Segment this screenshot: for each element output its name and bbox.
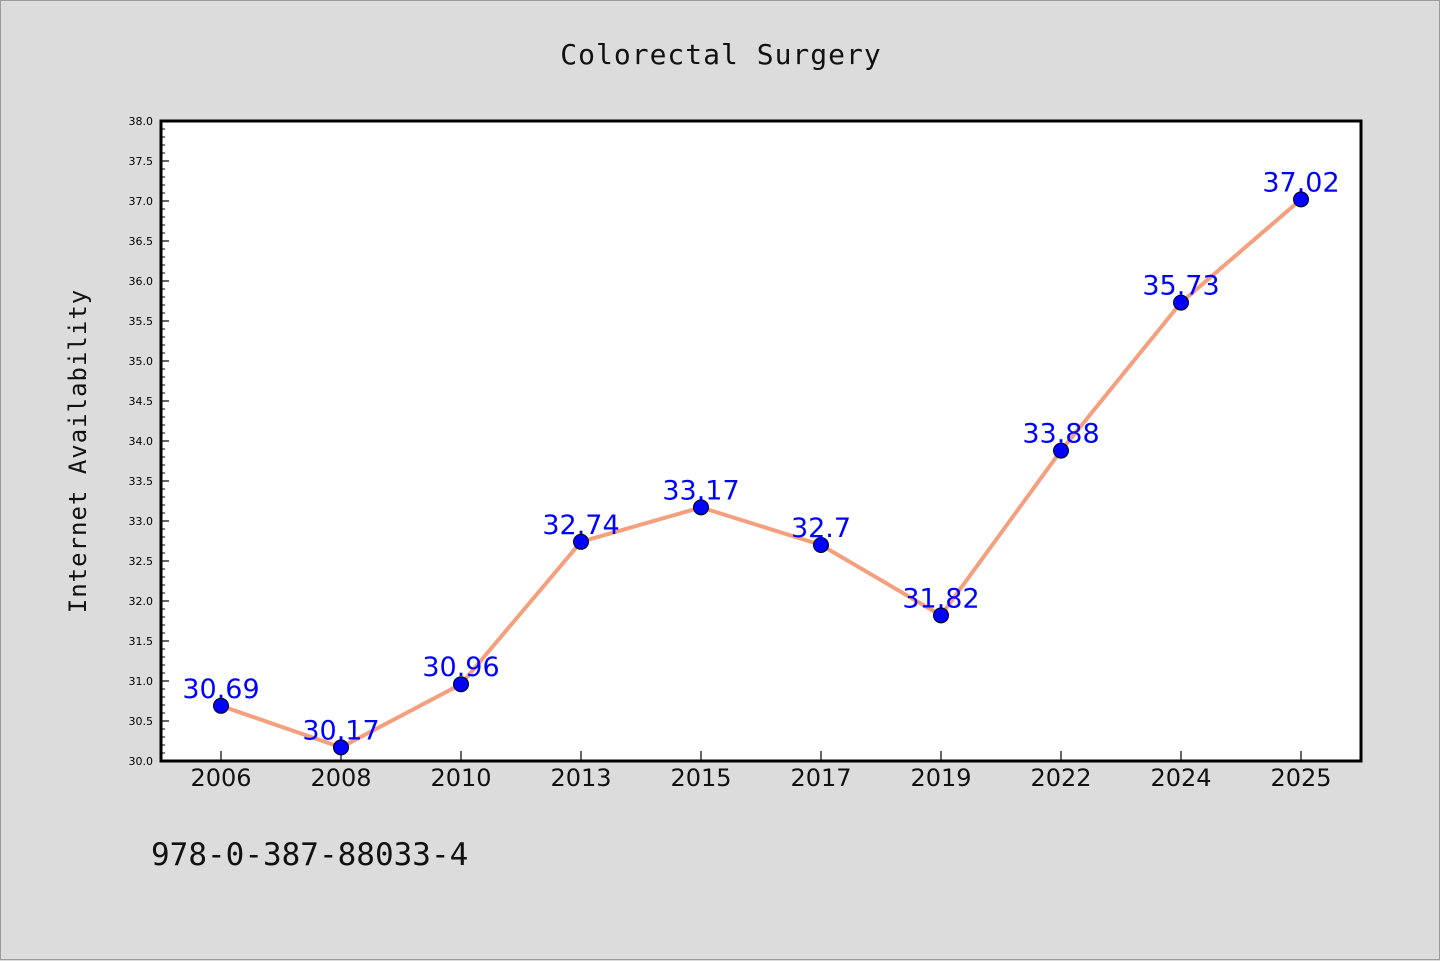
y-axis-label: Internet Availability xyxy=(64,289,92,613)
x-tick-label: 2025 xyxy=(1270,764,1331,792)
data-label: 33.17 xyxy=(662,475,739,506)
y-tick-label: 33.5 xyxy=(129,475,154,488)
y-tick-label: 31.5 xyxy=(129,635,154,648)
y-tick-label: 38.0 xyxy=(129,115,154,128)
y-axis-ticks: 30.0 30.5 31.0 31.5 32.0 32.5 33.0 33.5 34.0 34.5… xyxy=(129,115,169,768)
data-label: 33.88 xyxy=(1022,419,1099,450)
x-tick-label: 2013 xyxy=(550,764,611,792)
y-tick-label: 32.0 xyxy=(129,595,154,608)
y-tick-label: 35.5 xyxy=(129,315,154,328)
y-tick-label: 36.5 xyxy=(129,235,154,248)
data-label: 30.69 xyxy=(182,674,259,705)
data-point xyxy=(573,533,589,550)
y-tick-label: 32.5 xyxy=(129,555,154,568)
data-point xyxy=(1293,191,1309,208)
x-tick-label: 2015 xyxy=(670,764,731,792)
isbn-text: 978-0-387-88033-4 xyxy=(151,837,468,873)
data-label: 32.74 xyxy=(542,510,619,541)
data-point xyxy=(1053,442,1069,459)
data-point xyxy=(333,739,349,756)
x-axis-ticks: 2006 2008 2010 2013 2015 2017 2019 2022 2024 2025 xyxy=(190,751,1332,792)
data-label: 35.73 xyxy=(1142,271,1219,302)
data-label: 31.82 xyxy=(902,583,979,614)
series-layer xyxy=(213,191,1309,756)
y-tick-label: 37.5 xyxy=(129,155,154,168)
y-tick-label: 36.0 xyxy=(129,275,154,288)
y-tick-label: 34.0 xyxy=(129,435,154,448)
y-tick-label: 33.0 xyxy=(129,515,154,528)
x-tick-label: 2017 xyxy=(790,764,851,792)
y-tick-label: 35.0 xyxy=(129,355,154,368)
series-line xyxy=(219,197,1303,750)
y-tick-label: 30.5 xyxy=(129,715,154,728)
data-point xyxy=(453,676,469,693)
data-label: 32.7 xyxy=(791,513,851,544)
data-label: 30.96 xyxy=(422,652,499,683)
data-labels: 30.69 30.17 30.96 32.74 33.17 32.7 31.82 33.88 3… xyxy=(182,167,1339,746)
plot-area xyxy=(159,119,1363,763)
data-point xyxy=(1173,294,1189,311)
x-tick-label: 2008 xyxy=(310,764,371,792)
data-point xyxy=(213,697,229,714)
data-point xyxy=(813,537,829,553)
x-tick-label: 2006 xyxy=(190,764,251,792)
x-tick-label: 2019 xyxy=(910,764,971,792)
data-label: 37.02 xyxy=(1262,167,1339,198)
x-tick-label: 2010 xyxy=(430,764,491,792)
chart-title: Colorectal Surgery xyxy=(560,38,881,71)
y-tick-label: 31.0 xyxy=(129,675,154,688)
x-tick-label: 2024 xyxy=(1150,764,1211,792)
data-point xyxy=(933,607,949,624)
y-tick-label: 30.0 xyxy=(129,755,154,768)
y-tick-label: 34.5 xyxy=(129,395,154,408)
data-label: 30.17 xyxy=(302,715,379,746)
y-tick-label: 37.0 xyxy=(129,195,154,208)
x-tick-label: 2022 xyxy=(1030,764,1091,792)
data-point xyxy=(693,499,709,516)
